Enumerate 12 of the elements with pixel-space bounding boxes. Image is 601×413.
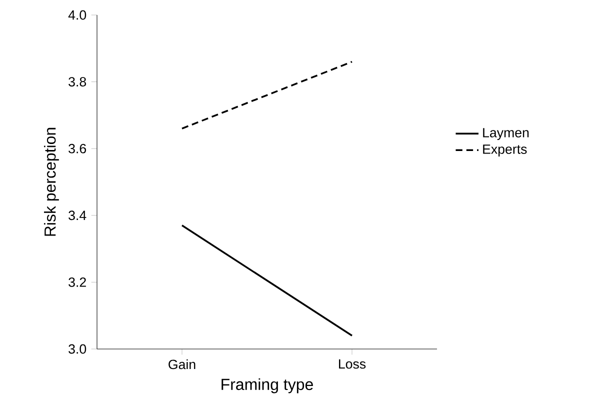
- y-tick-label: 3.8: [68, 77, 86, 87]
- y-tick-label: 3.2: [68, 277, 86, 287]
- y-tick-label: 3.4: [68, 210, 86, 220]
- x-axis-title: Framing type: [222, 378, 313, 394]
- x-tick-label: Loss: [339, 359, 366, 369]
- x-tick-label: Gain: [168, 359, 196, 370]
- legend-label: Experts: [483, 144, 527, 157]
- y-tick-label: 3.0: [68, 344, 86, 354]
- y-tick-label: 4.0: [68, 10, 86, 20]
- y-axis-title: Risk perception: [44, 128, 59, 236]
- y-tick-label: 3.6: [68, 144, 86, 154]
- legend-label: Laymen: [483, 128, 529, 140]
